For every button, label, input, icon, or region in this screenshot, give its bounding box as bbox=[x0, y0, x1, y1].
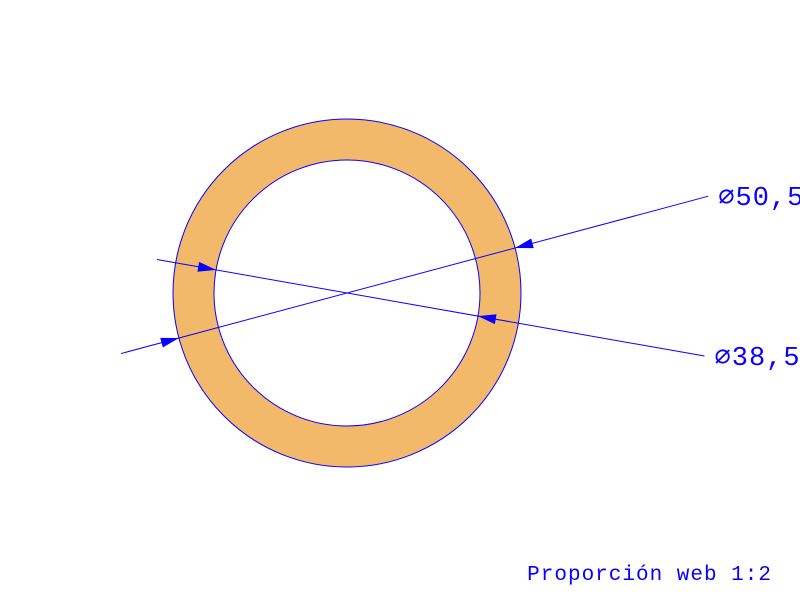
dimension-label-outer: ⌀50,5 bbox=[718, 184, 800, 214]
canvas-background bbox=[0, 0, 800, 600]
dimension-label-inner: ⌀38,5 bbox=[714, 344, 800, 374]
footer-scale-note: Proporción web 1:2 bbox=[527, 564, 772, 587]
